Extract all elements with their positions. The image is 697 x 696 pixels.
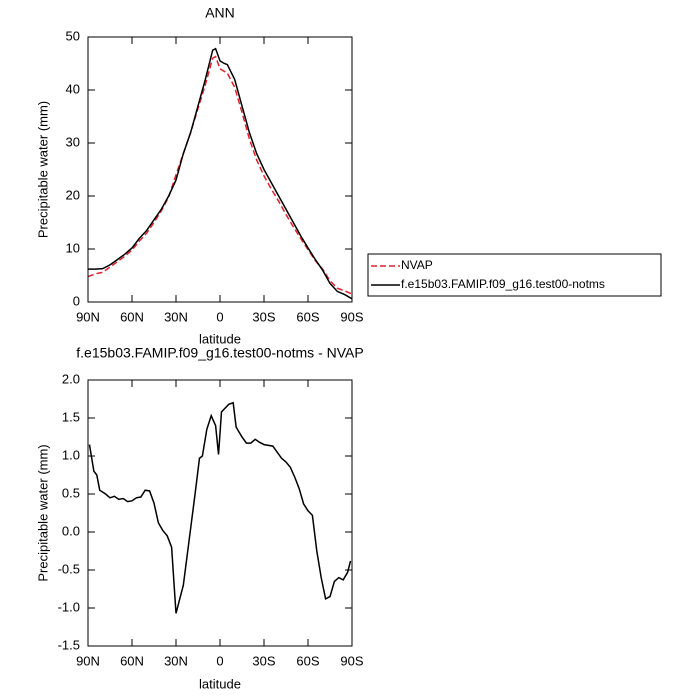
x-tick-label: 90S [340,653,363,668]
y-tick-label: -0.5 [58,561,80,576]
chart-title: ANN [205,5,235,21]
y-tick-label: -1.5 [58,637,80,652]
data-line [87,55,353,295]
x-axis-label: latitude [199,676,241,691]
y-tick-label: -1.0 [58,599,80,614]
y-tick-label: 0.0 [62,523,80,538]
legend-box [367,253,662,297]
y-tick-label: 30 [66,134,80,149]
chart-title: f.e15b03.FAMIP.f09_g16.test00-notms - NV… [76,345,363,361]
y-tick-label: 2.0 [62,371,80,386]
x-tick-label: 60S [296,653,319,668]
x-tick-label: 90S [340,309,363,324]
plot-frame [87,36,353,303]
x-tick-label: 30S [252,309,275,324]
x-tick-label: 30S [252,653,275,668]
y-tick-label: 0 [73,293,80,308]
plot-frame [87,379,353,647]
x-tick-label: 60N [120,653,144,668]
y-axis-label: Precipitable water (mm) [35,444,50,581]
x-axis-label: latitude [199,331,241,346]
x-tick-label: 0 [216,309,223,324]
legend-label: NVAP [401,258,433,272]
x-tick-label: 90N [76,309,100,324]
y-tick-label: 0.5 [62,485,80,500]
x-tick-label: 30N [164,653,188,668]
x-tick-label: 0 [216,653,223,668]
legend-label: f.e15b03.FAMIP.f09_g16.test00-notms [401,277,605,291]
x-tick-label: 60S [296,309,319,324]
y-axis-label: Precipitable water (mm) [35,101,50,238]
x-tick-label: 30N [164,309,188,324]
y-tick-label: 1.5 [62,409,80,424]
data-line [88,47,353,300]
y-tick-label: 50 [66,28,80,43]
x-tick-label: 90N [76,653,100,668]
x-tick-label: 60N [120,309,144,324]
y-tick-label: 1.0 [62,447,80,462]
data-line [88,401,352,614]
y-tick-label: 20 [66,187,80,202]
y-tick-label: 10 [66,240,80,255]
y-tick-label: 40 [66,81,80,96]
